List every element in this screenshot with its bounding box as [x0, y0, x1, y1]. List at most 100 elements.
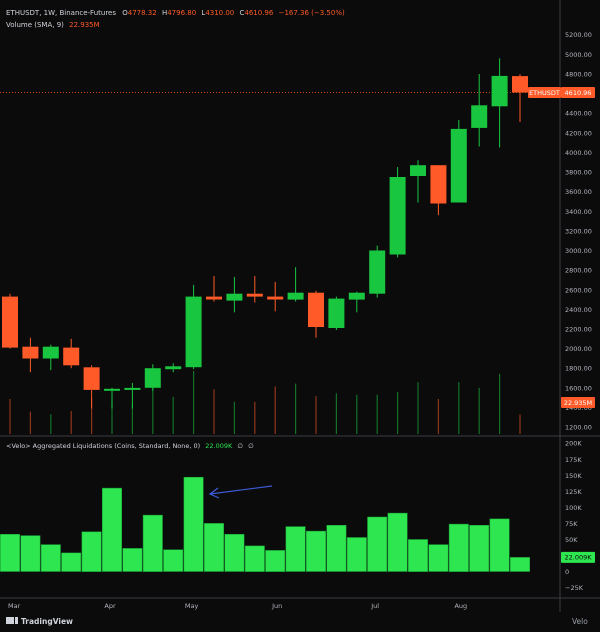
liquidation-bar[interactable] — [204, 523, 224, 572]
liquidation-bar[interactable] — [102, 487, 122, 572]
volume-bar — [29, 411, 31, 434]
tradingview-logo[interactable]: TradingView — [6, 617, 73, 626]
volume-bar — [274, 386, 276, 434]
volume-bar — [91, 397, 93, 434]
volume-bar — [233, 401, 235, 434]
candle[interactable] — [165, 363, 182, 373]
liquidation-tick-label: 0 — [565, 568, 569, 576]
candle[interactable] — [328, 296, 345, 330]
ticker-tag: ETHUSDT — [528, 87, 561, 98]
liquidation-bar[interactable] — [510, 557, 530, 572]
liquidation-bar[interactable] — [61, 552, 82, 572]
candle-body — [246, 293, 263, 297]
liquidation-tag: 22.009K — [561, 551, 595, 563]
legend-close-label: C — [240, 9, 245, 17]
liquidation-bar[interactable] — [163, 549, 184, 572]
liquidation-bar[interactable] — [81, 531, 102, 572]
liquidation-bar[interactable] — [122, 548, 143, 572]
legend-low-label: L — [201, 9, 205, 17]
volume-bar — [356, 394, 358, 434]
liquidation-bar[interactable] — [469, 525, 490, 572]
candle[interactable] — [2, 293, 18, 349]
price-tick-label: 2000.00 — [565, 345, 592, 353]
candle[interactable] — [42, 344, 59, 371]
volume-legend-value: 22.935M — [69, 21, 100, 29]
liquidation-bar[interactable] — [346, 537, 367, 572]
candle[interactable] — [369, 245, 386, 298]
volume-bar — [172, 396, 174, 434]
volume-bar — [478, 387, 480, 434]
candle[interactable] — [389, 167, 406, 258]
time-tick-label: Jun — [271, 602, 282, 610]
price-tick-label: 4400.00 — [565, 110, 592, 118]
volume-bar — [519, 414, 521, 434]
candle[interactable] — [185, 284, 202, 370]
liquidation-bar[interactable] — [142, 514, 163, 572]
volume-bar — [437, 399, 439, 434]
volume-bar — [254, 401, 256, 434]
liquidation-bar[interactable] — [408, 539, 428, 572]
liquidation-tick-label: 200K — [565, 440, 582, 448]
liquidation-bar[interactable] — [285, 526, 306, 572]
liquidation-bar[interactable] — [428, 544, 449, 572]
candle[interactable] — [104, 387, 120, 409]
liquidation-bar[interactable] — [183, 476, 204, 572]
candle-body — [450, 128, 467, 203]
price-tick-label: 3800.00 — [565, 169, 592, 177]
liquidation-bar[interactable] — [326, 525, 347, 572]
indicator-value: 22.009K — [205, 442, 233, 450]
candle-body — [410, 165, 426, 176]
price-tick-label: 4000.00 — [565, 149, 592, 157]
liquidation-bar[interactable] — [489, 518, 510, 572]
liquidation-bar[interactable] — [224, 534, 245, 572]
liquidation-bar[interactable] — [20, 535, 41, 572]
volume-bar — [131, 403, 133, 434]
last-price-tag: 4610.96 — [561, 87, 595, 98]
candle-body — [63, 347, 80, 366]
candle-body — [328, 298, 345, 328]
candle-body — [104, 388, 120, 391]
candle[interactable] — [348, 291, 365, 313]
liquidation-bar[interactable] — [448, 523, 469, 572]
candle[interactable] — [491, 58, 508, 148]
candlesticks — [2, 58, 528, 409]
candle-body — [42, 346, 59, 359]
volume-bar — [335, 393, 337, 434]
candle[interactable] — [471, 74, 488, 147]
price-tick-label: 2800.00 — [565, 267, 592, 275]
liquidation-bar[interactable] — [40, 544, 61, 572]
candle[interactable] — [267, 281, 284, 312]
candle[interactable] — [226, 277, 243, 313]
candle[interactable] — [124, 383, 141, 409]
candle[interactable] — [450, 120, 467, 203]
liquidation-bar[interactable] — [244, 545, 265, 572]
volume-legend-label: Volume (SMA, 9) — [6, 21, 64, 29]
candle[interactable] — [308, 290, 324, 338]
liquidation-bar[interactable] — [306, 530, 326, 572]
candle[interactable] — [512, 74, 528, 122]
legend-open-value: 4778.32 — [128, 9, 157, 17]
candle[interactable] — [63, 338, 80, 369]
candle[interactable] — [246, 276, 263, 303]
candle[interactable] — [22, 337, 39, 373]
candle[interactable] — [287, 267, 304, 302]
candle[interactable] — [430, 165, 447, 216]
candle[interactable] — [206, 276, 222, 302]
candle[interactable] — [410, 160, 426, 203]
liquidation-bar[interactable] — [265, 550, 286, 572]
candle-body — [226, 293, 243, 301]
candle-body — [22, 346, 39, 359]
candle-body — [369, 250, 386, 294]
liquidation-bar[interactable] — [0, 534, 20, 572]
candle[interactable] — [144, 364, 161, 391]
price-tick-label: 3600.00 — [565, 188, 592, 196]
liquidation-bar[interactable] — [387, 512, 408, 572]
candle[interactable] — [83, 365, 100, 409]
liquidation-bar[interactable] — [367, 516, 388, 572]
time-tick-label: Aug — [454, 602, 467, 610]
candle-body — [124, 387, 141, 390]
volume-bar — [376, 394, 378, 434]
time-tick-label: Apr — [104, 602, 116, 610]
legend-low-value: 4310.00 — [205, 9, 234, 17]
